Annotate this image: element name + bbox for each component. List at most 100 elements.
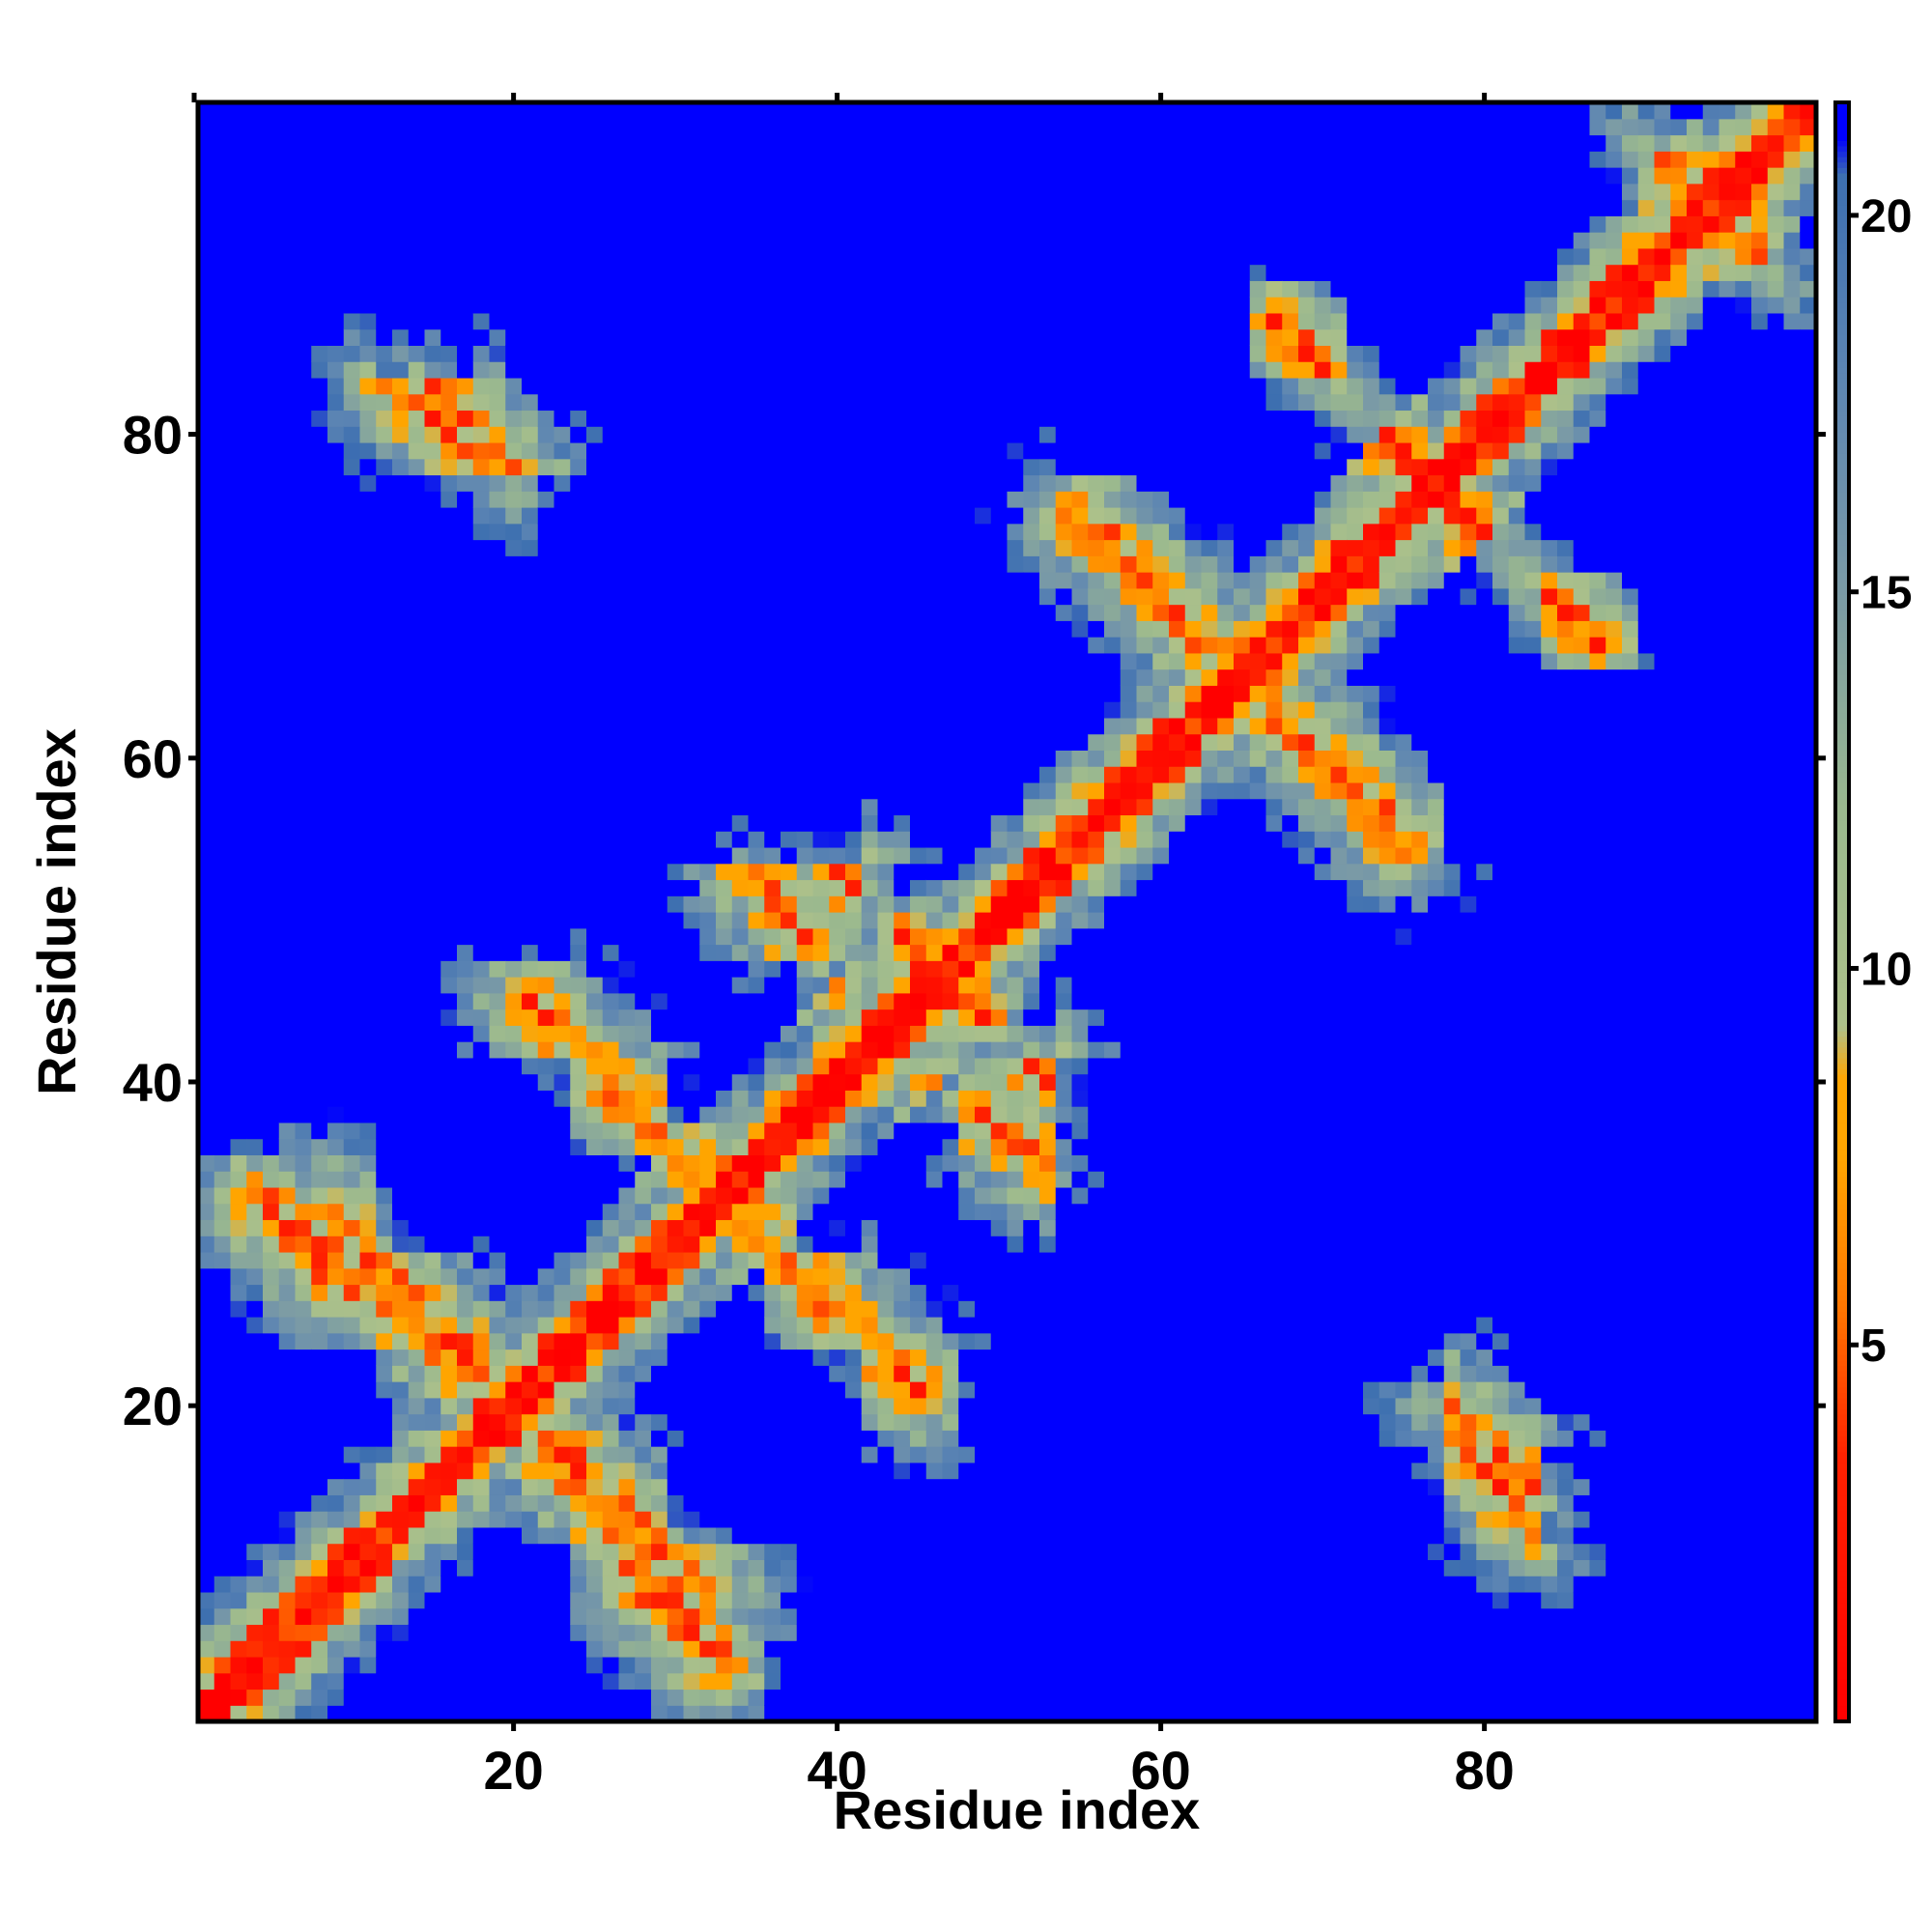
- heatmap-cell: [472, 1526, 491, 1545]
- heatmap-cell: [667, 944, 685, 961]
- heatmap-cell: [975, 361, 992, 379]
- heatmap-cell: [602, 1397, 620, 1415]
- heatmap-cell: [376, 1025, 393, 1042]
- heatmap-cell: [861, 1413, 879, 1431]
- heatmap-cell: [812, 814, 830, 832]
- heatmap-cell: [618, 977, 636, 994]
- heatmap-cell: [327, 297, 345, 314]
- heatmap-cell: [295, 361, 312, 379]
- heatmap-cell: [942, 1656, 959, 1674]
- heatmap-cell: [408, 312, 426, 330]
- heatmap-cell: [990, 1154, 1009, 1172]
- heatmap-cell: [635, 1203, 652, 1221]
- heatmap-cell: [958, 1349, 976, 1366]
- heatmap-cell: [812, 232, 830, 249]
- heatmap-cell: [667, 831, 685, 848]
- heatmap-cell: [731, 1122, 750, 1140]
- heatmap-cell: [975, 1591, 992, 1609]
- heatmap-cell: [651, 1138, 668, 1155]
- heatmap-cell: [975, 587, 992, 606]
- heatmap-cell: [699, 539, 717, 556]
- heatmap-cell: [781, 879, 798, 896]
- heatmap-cell: [716, 1624, 733, 1641]
- heatmap-cell: [699, 846, 717, 865]
- heatmap-cell: [392, 1381, 410, 1399]
- heatmap-cell: [440, 1251, 458, 1269]
- heatmap-cell: [748, 879, 765, 896]
- heatmap-cell: [716, 555, 733, 573]
- heatmap-cell: [311, 1041, 328, 1059]
- heatmap-cell: [408, 1607, 426, 1626]
- heatmap-cell: [278, 1186, 297, 1205]
- heatmap-cell: [295, 458, 312, 476]
- heatmap-cell: [424, 1365, 441, 1382]
- heatmap-cell: [472, 1073, 491, 1091]
- heatmap-cell: [716, 1267, 733, 1286]
- heatmap-cell: [781, 863, 798, 881]
- heatmap-cell: [457, 960, 474, 978]
- heatmap-cell: [667, 895, 685, 913]
- heatmap-cell: [359, 280, 377, 298]
- heatmap-cell: [230, 1446, 247, 1463]
- heatmap-cell: [651, 1607, 668, 1626]
- heatmap-cell: [392, 555, 410, 573]
- heatmap-cell: [311, 1462, 328, 1480]
- heatmap-cell: [667, 1689, 685, 1706]
- heatmap-cell: [246, 717, 264, 735]
- heatmap-cell: [570, 960, 587, 978]
- heatmap-cell: [586, 1251, 604, 1269]
- heatmap-cell: [392, 1219, 410, 1236]
- heatmap-cell: [958, 1462, 976, 1480]
- heatmap-cell: [570, 1300, 587, 1318]
- heatmap-cell: [440, 474, 458, 492]
- heatmap-cell: [537, 1591, 555, 1609]
- heatmap-cell: [845, 1446, 863, 1463]
- heatmap-cell: [440, 912, 458, 929]
- heatmap-cell: [263, 587, 280, 606]
- heatmap-cell: [845, 814, 863, 832]
- heatmap-cell: [424, 944, 441, 961]
- heatmap-cell: [635, 1640, 652, 1658]
- heatmap-cell: [408, 733, 426, 751]
- heatmap-cell: [667, 814, 685, 832]
- heatmap-cell: [781, 1219, 798, 1236]
- heatmap-cell: [537, 1138, 555, 1155]
- heatmap-cell: [295, 280, 312, 298]
- heatmap-cell: [440, 410, 458, 427]
- heatmap-cell: [311, 685, 328, 702]
- heatmap-cell: [748, 280, 765, 298]
- heatmap-cell: [440, 1413, 458, 1431]
- heatmap-cell: [796, 167, 814, 185]
- heatmap-cell: [618, 1624, 636, 1641]
- heatmap-cell: [440, 1689, 458, 1706]
- heatmap-cell: [440, 1656, 458, 1674]
- heatmap-cell: [731, 992, 750, 1010]
- heatmap-cell: [392, 863, 410, 881]
- heatmap-cell: [990, 426, 1009, 443]
- heatmap-cell: [861, 637, 879, 654]
- heatmap-cell: [263, 992, 280, 1010]
- heatmap-cell: [489, 426, 506, 443]
- heatmap-cell: [667, 474, 685, 492]
- heatmap-cell: [586, 491, 604, 508]
- heatmap-cell: [764, 733, 781, 751]
- heatmap-cell: [716, 1381, 733, 1399]
- heatmap-cell: [343, 507, 361, 525]
- heatmap-cell: [861, 1041, 879, 1059]
- heatmap-cell: [440, 1009, 458, 1026]
- heatmap-cell: [392, 167, 410, 185]
- heatmap-cell: [683, 652, 700, 670]
- heatmap-cell: [781, 361, 798, 379]
- heatmap-cell: [327, 491, 345, 508]
- heatmap-cell: [651, 1381, 668, 1399]
- heatmap-cell: [910, 1090, 927, 1107]
- heatmap-cell: [716, 944, 733, 961]
- heatmap-cell: [376, 604, 393, 621]
- heatmap-cell: [845, 1090, 863, 1107]
- heatmap-cell: [975, 766, 992, 783]
- heatmap-cell: [618, 264, 636, 281]
- heatmap-cell: [731, 1009, 750, 1026]
- heatmap-cell: [213, 1186, 232, 1205]
- heatmap-cell: [975, 1349, 992, 1366]
- heatmap-cell: [537, 1478, 555, 1495]
